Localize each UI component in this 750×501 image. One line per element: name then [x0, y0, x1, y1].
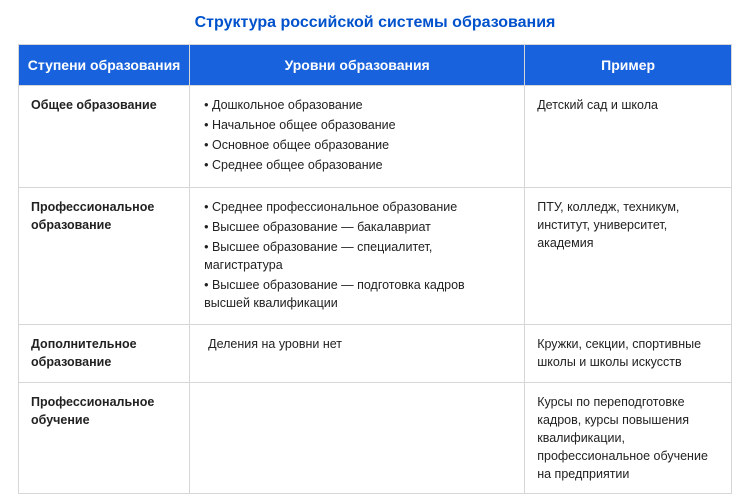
education-structure-table: Ступени образования Уровни образования П… — [18, 44, 732, 494]
cell-levels: Дошкольное образование Начальное общее о… — [190, 86, 525, 188]
cell-example: Кружки, секции, спортивные школы и школы… — [525, 325, 732, 382]
page-title: Структура российской системы образования — [18, 14, 732, 32]
cell-levels — [190, 382, 525, 494]
level-item: Дошкольное образование — [204, 96, 512, 114]
cell-example: Курсы по переподготовке кадров, курсы по… — [525, 382, 732, 494]
level-item: Высшее образование — специалитет, магист… — [204, 238, 512, 274]
level-item: Высшее образование — подготовка кадров в… — [204, 276, 512, 312]
cell-levels: Деления на уровни нет — [190, 325, 525, 382]
table-row: Профессиональное обучение Курсы по переп… — [19, 382, 732, 494]
table-row: Дополнительное образование Деления на ур… — [19, 325, 732, 382]
cell-example: Детский сад и школа — [525, 86, 732, 188]
level-item: Среднее профессиональное образование — [204, 198, 512, 216]
col-header-example: Пример — [525, 45, 732, 86]
cell-example: ПТУ, колледж, техникум, институт, универ… — [525, 187, 732, 325]
table-row: Профессиональное образование Среднее про… — [19, 187, 732, 325]
table-row: Общее образование Дошкольное образование… — [19, 86, 732, 188]
col-header-levels: Уровни образования — [190, 45, 525, 86]
level-item: Основное общее образование — [204, 136, 512, 154]
level-item: Высшее образование — бакалавриат — [204, 218, 512, 236]
cell-levels: Среднее профессиональное образование Выс… — [190, 187, 525, 325]
cell-step: Профессиональное обучение — [19, 382, 190, 494]
level-item: Начальное общее образование — [204, 116, 512, 134]
level-item: Среднее общее образование — [204, 156, 512, 174]
cell-step: Общее образование — [19, 86, 190, 188]
table-header-row: Ступени образования Уровни образования П… — [19, 45, 732, 86]
cell-step: Профессиональное образование — [19, 187, 190, 325]
cell-step: Дополнительное образование — [19, 325, 190, 382]
col-header-step: Ступени образования — [19, 45, 190, 86]
levels-text: Деления на уровни нет — [202, 337, 342, 351]
